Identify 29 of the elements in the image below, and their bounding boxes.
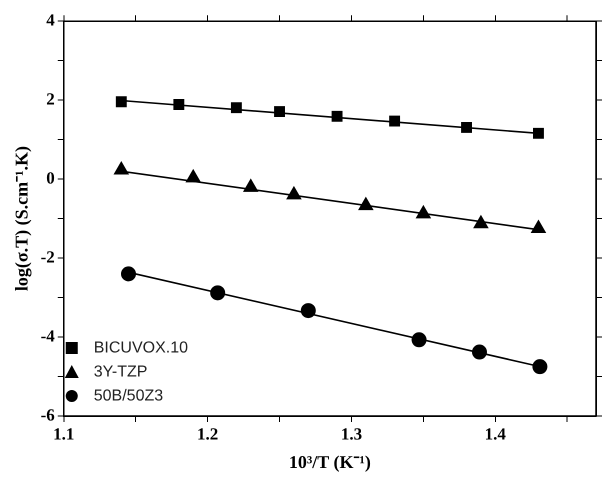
y-tick-label: -2 [40, 247, 55, 266]
y-tick-label: -6 [40, 405, 55, 424]
point [332, 110, 343, 122]
x-tick-label: 1.3 [340, 424, 362, 444]
y-tick-label: 4 [46, 10, 56, 30]
x-tick-label: 1.4 [484, 424, 506, 444]
x-tick-label: 1.1 [53, 424, 74, 444]
x-tick-label: 1.2 [196, 424, 218, 444]
point [274, 106, 285, 118]
x-axis-title: 10³/T (K⁻¹) [288, 452, 371, 472]
y-tick-label: 2 [46, 90, 55, 109]
y-tick-label: -4 [40, 326, 56, 346]
point [300, 303, 316, 318]
point [389, 116, 400, 127]
point [230, 102, 242, 114]
legend-label: 3Y-TZP [94, 363, 148, 380]
y-tick-label: 0 [46, 168, 55, 188]
point [120, 266, 136, 282]
point [472, 344, 487, 360]
point [116, 96, 127, 108]
point [532, 359, 548, 374]
point [210, 285, 226, 300]
legend-label: 50B/50Z3 [94, 387, 164, 404]
point [173, 99, 184, 110]
point [412, 332, 427, 348]
point [461, 122, 472, 133]
y-axis-title: log(σ.T) (S.cm⁻¹.K) [11, 146, 32, 292]
legend-label: BICUVOX.10 [94, 339, 188, 356]
point [533, 128, 544, 139]
